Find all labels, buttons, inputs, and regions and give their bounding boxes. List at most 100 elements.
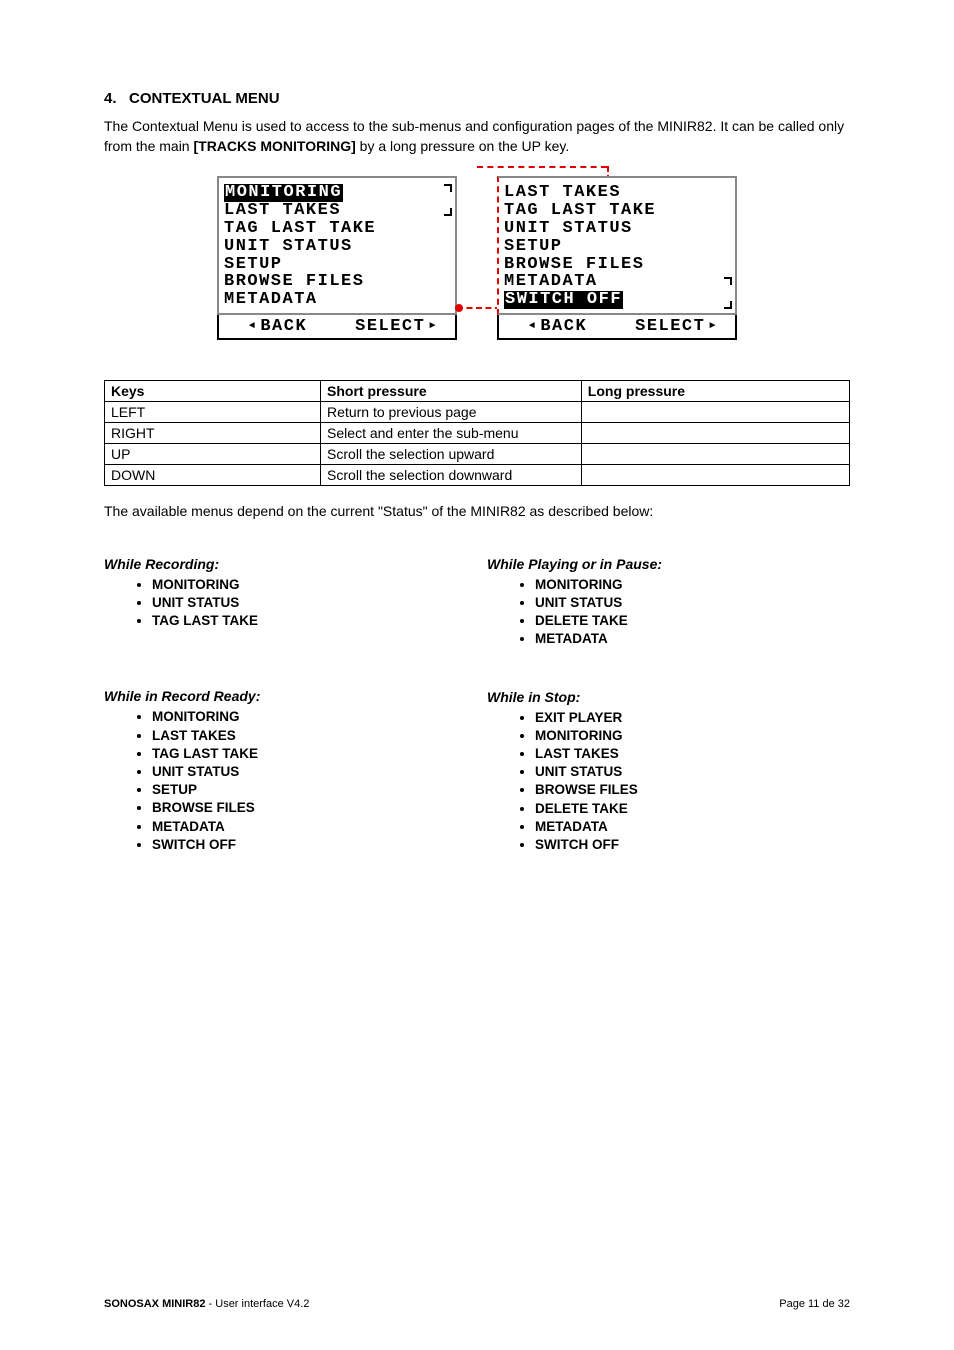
keys-th: Long pressure	[581, 381, 849, 402]
list-item: MONITORING	[535, 576, 850, 594]
lcd-row: LAST TAKES	[224, 202, 440, 220]
lcd-row: SETUP	[504, 238, 720, 256]
lcd-row: UNIT STATUS	[224, 238, 440, 256]
back-button[interactable]: ◄BACK	[219, 315, 337, 338]
menu-col-left: While Recording: MONITORINGUNIT STATUSTA…	[104, 556, 467, 881]
lcd-row: TAG LAST TAKE	[224, 220, 440, 238]
lcd-left-wrap: MONITORINGLAST TAKESTAG LAST TAKEUNIT ST…	[217, 176, 457, 340]
table-row: DOWNScroll the selection downward	[105, 465, 850, 486]
back-label: BACK	[260, 317, 307, 336]
list-item: TAG LAST TAKE	[152, 612, 467, 630]
footer-page: Page 11 de 32	[779, 1298, 850, 1310]
lcd-left-softbar: ◄BACK SELECT ►	[217, 315, 457, 340]
menu-recording: MONITORINGUNIT STATUSTAG LAST TAKE	[104, 576, 467, 631]
table-cell: Scroll the selection upward	[321, 444, 582, 465]
list-item: DELETE TAKE	[535, 800, 850, 818]
lcd-right-wrap: LAST TAKESTAG LAST TAKEUNIT STATUSSETUPB…	[497, 176, 737, 340]
list-item: LAST TAKES	[152, 727, 467, 745]
table-cell: RIGHT	[105, 423, 321, 444]
list-item: DELETE TAKE	[535, 612, 850, 630]
section-name: CONTEXTUAL MENU	[129, 90, 280, 107]
intro-b: [TRACKS MONITORING]	[193, 138, 355, 154]
keys-tbody: LEFTReturn to previous pageRIGHTSelect a…	[105, 402, 850, 486]
lcd-right-scroll	[724, 184, 732, 309]
menu-heading-playing: While Playing or in Pause:	[487, 556, 850, 572]
keys-thead: Keys Short pressure Long pressure	[105, 381, 850, 402]
connector-horiz-mid	[457, 307, 501, 309]
table-cell	[581, 402, 849, 423]
page: 4. CONTEXTUAL MENU The Contextual Menu i…	[0, 0, 954, 1350]
status-note: The available menus depend on the curren…	[104, 502, 850, 522]
lcd-row: METADATA	[224, 291, 440, 309]
lcd-row: MONITORINGLAST TAKESTAG LAST TAKEUNIT ST…	[104, 176, 850, 340]
triangle-left-icon: ◄	[249, 321, 257, 332]
triangle-left-icon: ◄	[529, 321, 537, 332]
menu-playing: MONITORINGUNIT STATUSDELETE TAKEMETADATA	[487, 576, 850, 649]
back-label: BACK	[540, 317, 587, 336]
list-item: MONITORING	[152, 708, 467, 726]
lcd-row: SWITCH OFF	[504, 291, 720, 309]
section-number: 4.	[104, 90, 117, 107]
list-item: EXIT PLAYER	[535, 709, 850, 727]
lcd-row: SETUP	[224, 256, 440, 274]
list-item: UNIT STATUS	[152, 763, 467, 781]
menu-heading-stop: While in Stop:	[487, 689, 850, 705]
menu-record-ready: MONITORINGLAST TAKESTAG LAST TAKEUNIT ST…	[104, 708, 467, 854]
triangle-right-icon: ►	[709, 321, 717, 332]
lcd-row: UNIT STATUS	[504, 220, 720, 238]
lcd-left-scroll	[444, 184, 452, 309]
menu-heading-record-ready: While in Record Ready:	[104, 688, 467, 704]
keys-th: Short pressure	[321, 381, 582, 402]
table-cell	[581, 465, 849, 486]
select-button[interactable]: SELECT ►	[337, 315, 455, 338]
lcd-row: LAST TAKES	[504, 184, 720, 202]
list-item: BROWSE FILES	[535, 781, 850, 799]
list-item: MONITORING	[535, 727, 850, 745]
list-item: SWITCH OFF	[535, 836, 850, 854]
list-item: UNIT STATUS	[535, 594, 850, 612]
table-cell: DOWN	[105, 465, 321, 486]
table-row: UPScroll the selection upward	[105, 444, 850, 465]
footer-rest: - User interface V4.2	[205, 1298, 309, 1310]
list-item: SETUP	[152, 781, 467, 799]
intro-paragraph: The Contextual Menu is used to access to…	[104, 117, 850, 156]
select-button[interactable]: SELECT ►	[617, 315, 735, 338]
list-item: MONITORING	[152, 576, 467, 594]
footer-brand: SONOSAX MINIR82	[104, 1298, 205, 1310]
lcd-row: MONITORING	[224, 184, 440, 202]
lcd-right: LAST TAKESTAG LAST TAKEUNIT STATUSSETUPB…	[497, 176, 737, 315]
menu-stop: EXIT PLAYERMONITORINGLAST TAKESUNIT STAT…	[487, 709, 850, 855]
footer: SONOSAX MINIR82 - User interface V4.2 Pa…	[104, 1298, 850, 1310]
table-cell	[581, 444, 849, 465]
table-row: RIGHTSelect and enter the sub-menu	[105, 423, 850, 444]
lcd-row: BROWSE FILES	[224, 273, 440, 291]
list-item: LAST TAKES	[535, 745, 850, 763]
list-item: SWITCH OFF	[152, 836, 467, 854]
back-button[interactable]: ◄BACK	[499, 315, 617, 338]
footer-left: SONOSAX MINIR82 - User interface V4.2	[104, 1298, 309, 1310]
triangle-right-icon: ►	[429, 321, 437, 332]
table-cell	[581, 423, 849, 444]
list-item: METADATA	[535, 630, 850, 648]
list-item: TAG LAST TAKE	[152, 745, 467, 763]
menu-col-right: While Playing or in Pause: MONITORINGUNI…	[487, 556, 850, 881]
table-cell: Return to previous page	[321, 402, 582, 423]
list-item: UNIT STATUS	[535, 763, 850, 781]
list-item: METADATA	[152, 818, 467, 836]
table-cell: Scroll the selection downward	[321, 465, 582, 486]
menu-heading-recording: While Recording:	[104, 556, 467, 572]
list-item: METADATA	[535, 818, 850, 836]
table-row: LEFTReturn to previous page	[105, 402, 850, 423]
keys-table: Keys Short pressure Long pressure LEFTRe…	[104, 380, 850, 486]
menu-columns: While Recording: MONITORINGUNIT STATUSTA…	[104, 556, 850, 881]
lcd-left: MONITORINGLAST TAKESTAG LAST TAKEUNIT ST…	[217, 176, 457, 315]
table-cell: Select and enter the sub-menu	[321, 423, 582, 444]
table-cell: LEFT	[105, 402, 321, 423]
select-label: SELECT	[635, 317, 705, 336]
lcd-right-softbar: ◄BACK SELECT ►	[497, 315, 737, 340]
keys-th: Keys	[105, 381, 321, 402]
lcd-row: METADATA	[504, 273, 720, 291]
lcd-row: BROWSE FILES	[504, 256, 720, 274]
select-label: SELECT	[355, 317, 425, 336]
list-item: BROWSE FILES	[152, 799, 467, 817]
